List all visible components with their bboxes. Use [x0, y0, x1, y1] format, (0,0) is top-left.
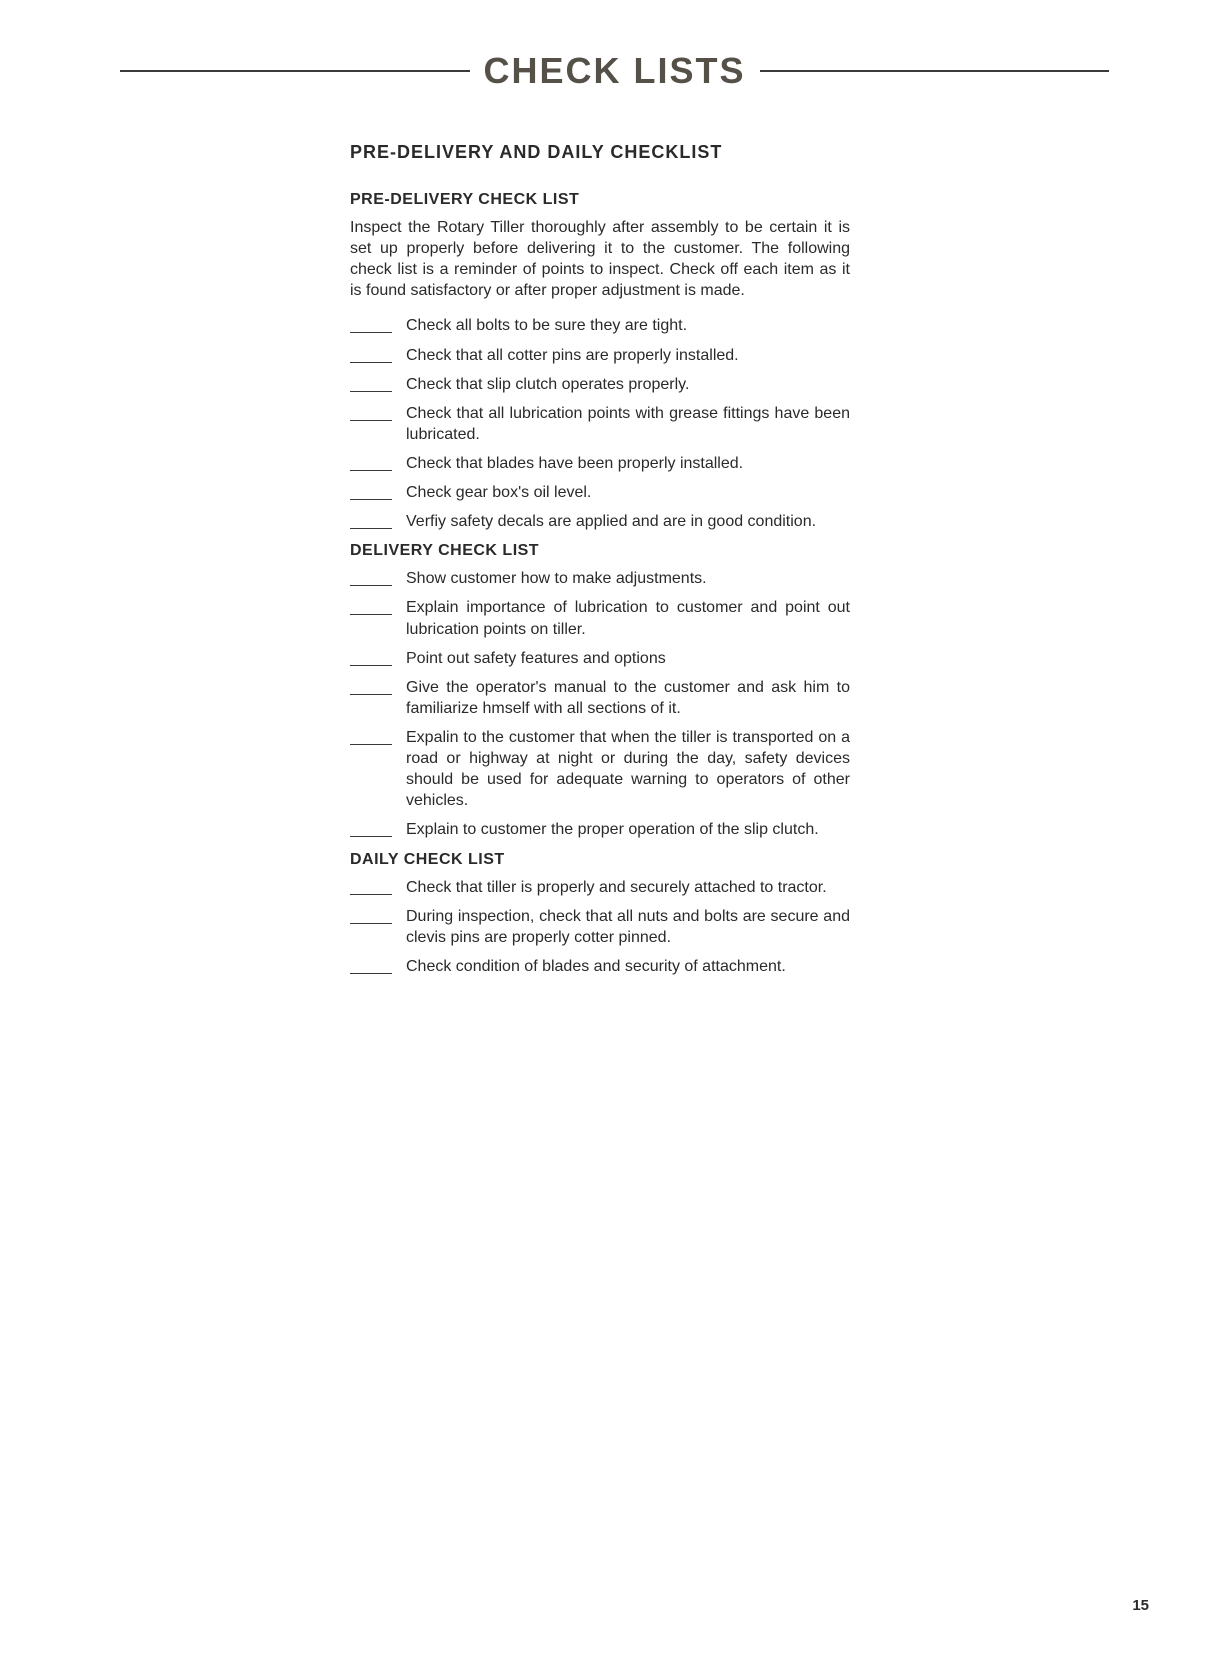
- item-text: Expalin to the customer that when the ti…: [406, 727, 850, 811]
- page-container: Check Lists PRE-DELIVERY AND DAILY CHECK…: [0, 0, 1229, 1025]
- item-text: Verfiy safety decals are applied and are…: [406, 511, 850, 532]
- blank-line: [350, 486, 392, 500]
- blank-line: [350, 681, 392, 695]
- check-item: Explain to customer the proper operation…: [350, 819, 850, 840]
- item-text: Check that slip clutch operates properly…: [406, 374, 850, 395]
- item-text: Check gear box's oil level.: [406, 482, 850, 503]
- subheading-pre-delivery: PRE-DELIVERY CHECK LIST: [350, 191, 850, 209]
- title-row: Check Lists: [120, 50, 1109, 92]
- blank-line: [350, 378, 392, 392]
- item-text: Check all bolts to be sure they are tigh…: [406, 315, 850, 336]
- check-item: Show customer how to make adjustments.: [350, 568, 850, 589]
- section-title: PRE-DELIVERY AND DAILY CHECKLIST: [350, 142, 850, 163]
- subheading-delivery: DELIVERY CHECK LIST: [350, 542, 850, 560]
- blank-line: [350, 319, 392, 333]
- blank-line: [350, 349, 392, 363]
- check-item: Check that tiller is properly and secure…: [350, 877, 850, 898]
- check-item: Check all bolts to be sure they are tigh…: [350, 315, 850, 336]
- check-item: Check that all cotter pins are properly …: [350, 345, 850, 366]
- content-column: PRE-DELIVERY AND DAILY CHECKLIST PRE-DEL…: [350, 142, 850, 977]
- item-text: Check that all lubrication points with g…: [406, 403, 850, 445]
- blank-line: [350, 881, 392, 895]
- check-item: Check that blades have been properly ins…: [350, 453, 850, 474]
- check-item: Check that all lubrication points with g…: [350, 403, 850, 445]
- main-title: Check Lists: [470, 50, 760, 92]
- item-text: Give the operator's manual to the custom…: [406, 677, 850, 719]
- check-item: Check condition of blades and security o…: [350, 956, 850, 977]
- rule-left: [120, 70, 470, 72]
- check-item: Point out safety features and options: [350, 648, 850, 669]
- blank-line: [350, 572, 392, 586]
- item-text: Check that tiller is properly and secure…: [406, 877, 850, 898]
- blank-line: [350, 601, 392, 615]
- item-text: Point out safety features and options: [406, 648, 850, 669]
- item-text: Explain importance of lubrication to cus…: [406, 597, 850, 639]
- check-item: Give the operator's manual to the custom…: [350, 677, 850, 719]
- intro-pre-delivery: Inspect the Rotary Tiller thoroughly aft…: [350, 217, 850, 301]
- check-item: Check gear box's oil level.: [350, 482, 850, 503]
- blank-line: [350, 960, 392, 974]
- item-text: Check condition of blades and security o…: [406, 956, 850, 977]
- check-item: Expalin to the customer that when the ti…: [350, 727, 850, 811]
- blank-line: [350, 731, 392, 745]
- blank-line: [350, 457, 392, 471]
- check-item: Check that slip clutch operates properly…: [350, 374, 850, 395]
- item-text: Show customer how to make adjustments.: [406, 568, 850, 589]
- blank-line: [350, 652, 392, 666]
- item-text: Explain to customer the proper operation…: [406, 819, 850, 840]
- rule-right: [760, 70, 1110, 72]
- check-item: Explain importance of lubrication to cus…: [350, 597, 850, 639]
- subheading-daily: DAILY CHECK LIST: [350, 851, 850, 869]
- item-text: During inspection, check that all nuts a…: [406, 906, 850, 948]
- blank-line: [350, 910, 392, 924]
- blank-line: [350, 407, 392, 421]
- check-item: During inspection, check that all nuts a…: [350, 906, 850, 948]
- blank-line: [350, 515, 392, 529]
- check-item: Verfiy safety decals are applied and are…: [350, 511, 850, 532]
- blank-line: [350, 823, 392, 837]
- item-text: Check that all cotter pins are properly …: [406, 345, 850, 366]
- page-number: 15: [1132, 1597, 1149, 1614]
- item-text: Check that blades have been properly ins…: [406, 453, 850, 474]
